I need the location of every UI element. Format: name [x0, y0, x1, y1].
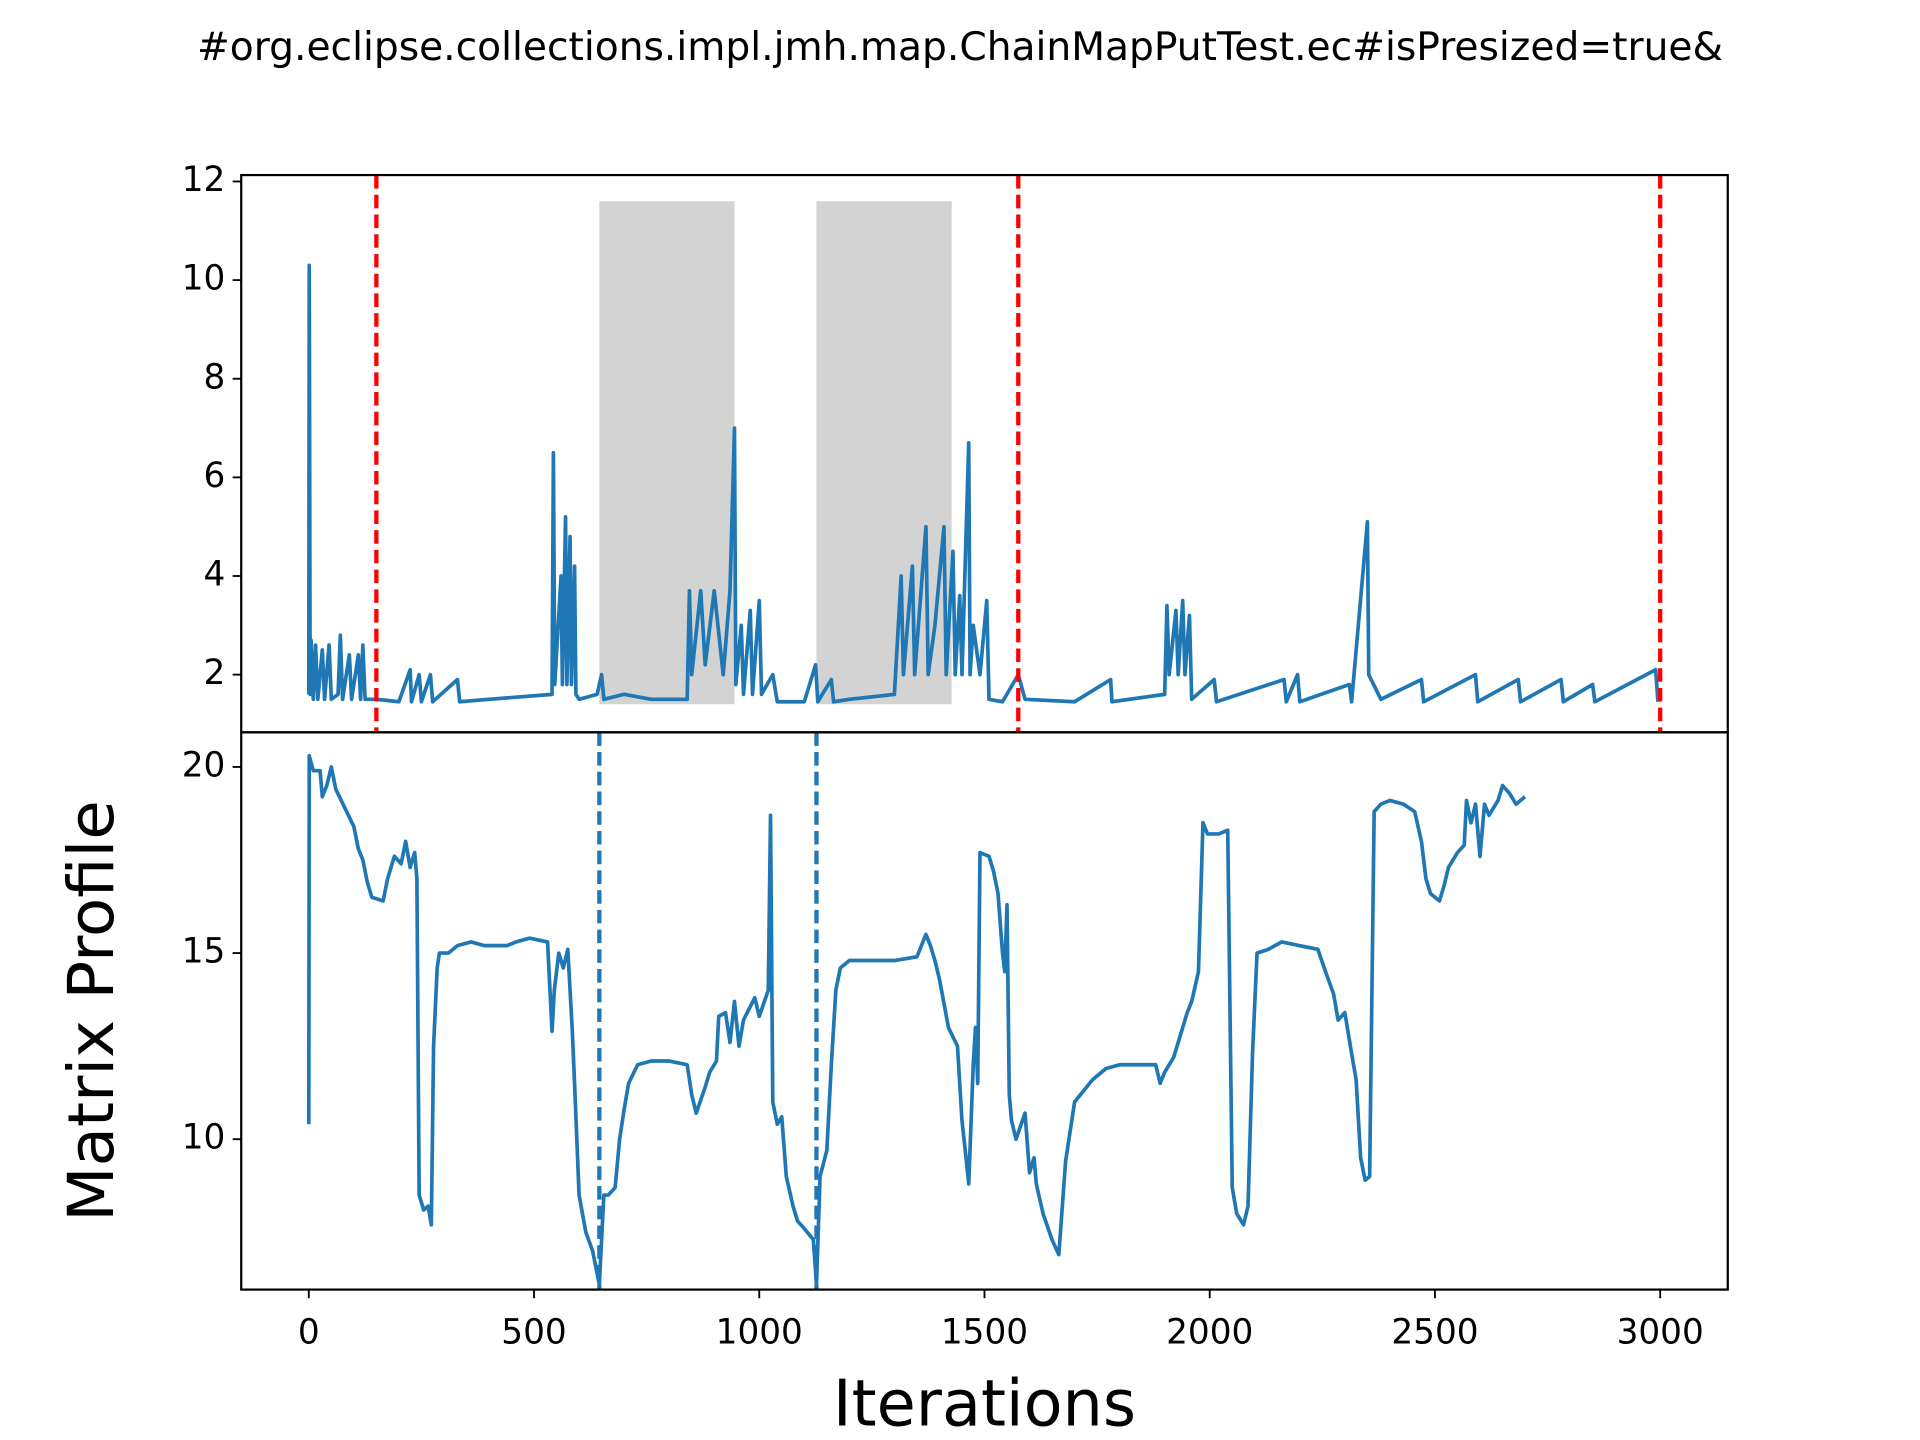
x-tick-label: 1000	[716, 1312, 803, 1352]
y-tick-label: 8	[203, 357, 225, 397]
x-tick-label: 1500	[941, 1312, 1028, 1352]
x-axis-label: Iterations	[833, 1367, 1136, 1440]
data-line	[306, 263, 1660, 704]
y-tick-label: 20	[182, 745, 226, 785]
shaded-span	[599, 201, 735, 705]
shaded-span	[816, 201, 952, 705]
y-tick-label: 2	[203, 653, 225, 693]
chart-title: #org.eclipse.collections.impl.jmh.map.Ch…	[197, 25, 1723, 70]
y-axis-label: Matrix Profile	[55, 800, 129, 1221]
y-tick-label: 6	[203, 456, 225, 496]
axes-frame	[240, 731, 1729, 1291]
y-tick-label: 12	[182, 160, 226, 200]
x-tick-label: 500	[501, 1312, 566, 1352]
y-tick-label: 10	[182, 1118, 226, 1158]
y-tick-label: 15	[182, 932, 226, 972]
y-tick-label: 10	[182, 259, 226, 299]
x-tick-label: 2000	[1166, 1312, 1253, 1352]
x-tick-label: 2500	[1391, 1312, 1478, 1352]
x-tick-label: 3000	[1617, 1312, 1704, 1352]
y-tick-label: 4	[203, 554, 225, 594]
data-line	[306, 753, 1527, 1287]
x-tick-label: 0	[298, 1312, 320, 1352]
